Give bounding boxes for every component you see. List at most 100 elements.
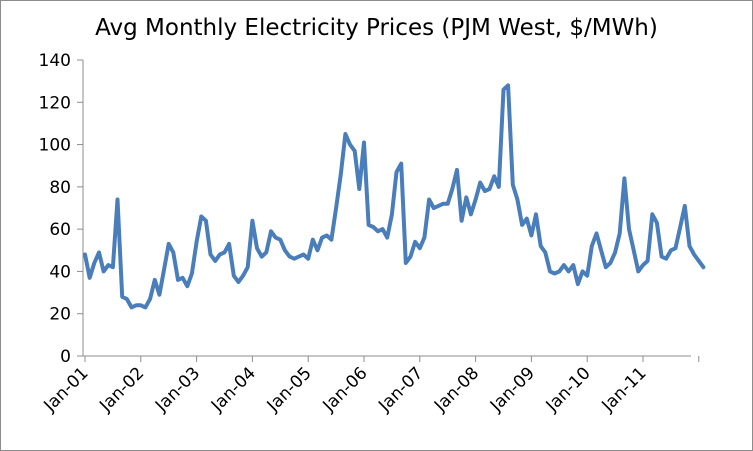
data-point — [278, 238, 282, 242]
chart-title: Avg Monthly Electricity Prices (PJM West… — [95, 15, 658, 41]
data-point — [413, 240, 417, 244]
data-point — [302, 253, 306, 257]
data-point — [529, 234, 533, 238]
data-point — [92, 261, 96, 265]
data-point — [125, 297, 129, 301]
data-point — [260, 255, 264, 259]
data-point — [334, 206, 338, 210]
x-tick-label: Jan-01 — [40, 363, 93, 416]
data-point — [199, 215, 203, 219]
data-point — [464, 195, 468, 199]
data-point — [618, 231, 622, 235]
data-point — [646, 259, 650, 263]
data-point — [678, 225, 682, 229]
data-point — [660, 255, 664, 259]
data-point — [418, 246, 422, 250]
data-point — [97, 250, 101, 254]
data-point — [362, 141, 366, 145]
data-point — [697, 259, 701, 263]
data-point — [357, 187, 361, 191]
data-point — [488, 187, 492, 191]
data-point — [632, 248, 636, 252]
data-point — [525, 217, 529, 221]
data-point — [608, 261, 612, 265]
data-point — [478, 181, 482, 185]
x-tick-label: Jan-11 — [598, 363, 651, 416]
data-point — [692, 253, 696, 257]
data-point — [195, 240, 199, 244]
data-point — [274, 236, 278, 240]
data-point — [664, 257, 668, 261]
data-point — [674, 246, 678, 250]
data-point — [311, 238, 315, 242]
data-point — [641, 263, 645, 267]
data-point — [367, 223, 371, 227]
data-point — [688, 244, 692, 248]
data-point — [190, 272, 194, 276]
data-point — [83, 253, 87, 257]
data-point — [557, 269, 561, 273]
data-point — [353, 149, 357, 153]
data-point — [483, 189, 487, 193]
data-point — [329, 238, 333, 242]
data-point — [613, 250, 617, 254]
data-point — [264, 250, 268, 254]
data-point — [218, 253, 222, 257]
data-point — [167, 242, 171, 246]
x-tick-label: Jan-03 — [151, 363, 204, 416]
data-point — [102, 269, 106, 273]
data-point — [432, 206, 436, 210]
data-point — [422, 236, 426, 240]
x-tick-label: Jan-05 — [263, 363, 316, 416]
data-point — [381, 227, 385, 231]
data-point — [134, 303, 138, 307]
data-point — [604, 265, 608, 269]
data-point — [111, 265, 115, 269]
x-tick-label: Jan-02 — [95, 363, 148, 416]
data-point — [585, 274, 589, 278]
data-point — [548, 269, 552, 273]
data-point — [241, 274, 245, 278]
y-tick-label: 80 — [49, 178, 71, 198]
data-point — [409, 255, 413, 259]
data-point — [292, 257, 296, 261]
data-point — [683, 204, 687, 208]
data-point — [171, 250, 175, 254]
data-point — [636, 269, 640, 273]
data-point — [571, 263, 575, 267]
data-point — [120, 295, 124, 299]
x-tick-label: Jan-06 — [319, 363, 372, 416]
data-point — [153, 278, 157, 282]
data-point — [502, 88, 506, 92]
data-point — [441, 202, 445, 206]
data-point — [223, 250, 227, 254]
data-point — [385, 236, 389, 240]
data-point — [436, 204, 440, 208]
data-point — [650, 212, 654, 216]
data-point — [269, 229, 273, 233]
data-point — [534, 212, 538, 216]
data-point — [209, 253, 213, 257]
y-tick-label: 120 — [39, 93, 71, 113]
data-point — [543, 250, 547, 254]
data-point — [520, 223, 524, 227]
y-tick-label: 100 — [39, 136, 71, 156]
data-point — [348, 143, 352, 147]
data-point — [455, 168, 459, 172]
y-tick-label: 0 — [60, 347, 71, 367]
data-point — [627, 227, 631, 231]
data-point — [185, 284, 189, 288]
data-point — [460, 219, 464, 223]
data-point — [450, 187, 454, 191]
x-tick-label: Jan-09 — [486, 363, 539, 416]
data-point — [227, 242, 231, 246]
data-point — [376, 229, 380, 233]
data-point — [176, 278, 180, 282]
data-point — [492, 174, 496, 178]
y-tick-label: 40 — [49, 262, 71, 282]
data-point — [320, 236, 324, 240]
data-point — [474, 198, 478, 202]
data-point — [427, 198, 431, 202]
